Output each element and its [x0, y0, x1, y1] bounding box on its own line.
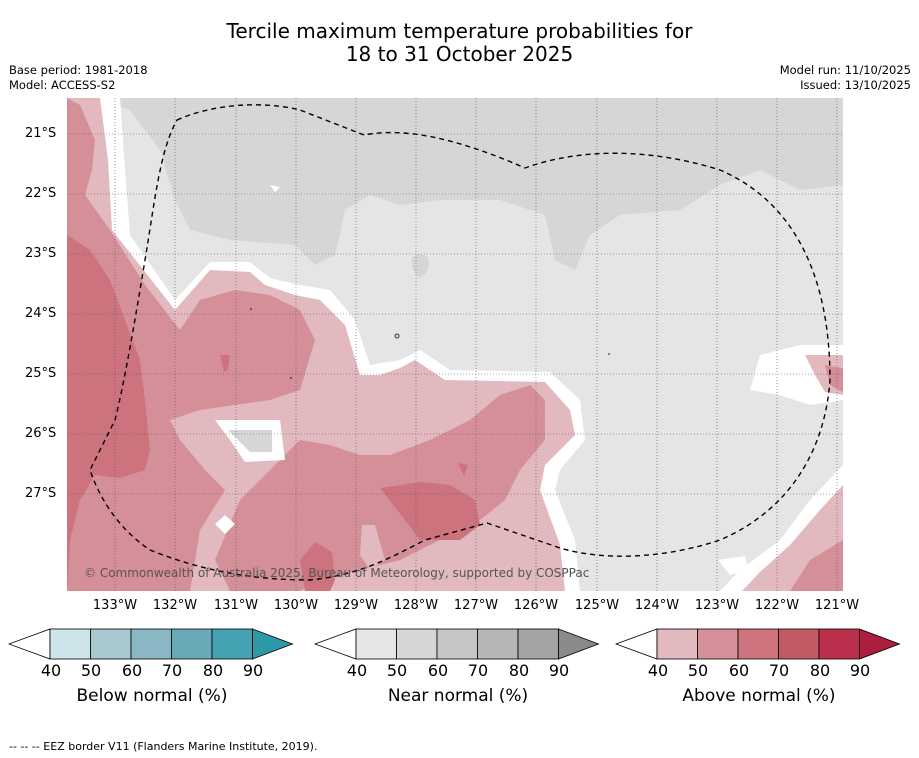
- colorbar-near-normal: [314, 628, 600, 660]
- colorbar-below-normal: [8, 628, 294, 660]
- cbar2-tick: 70: [768, 661, 790, 680]
- colorbar-segment: [818, 628, 860, 660]
- model-run: Model run: 11/10/2025: [779, 63, 911, 77]
- lon-label: 123°W: [694, 598, 740, 613]
- meta-right: Model run: 11/10/2025 Issued: 13/10/2025: [780, 63, 911, 93]
- near-normal-island: [228, 430, 272, 452]
- meta-left: Base period: 1981-2018 Model: ACCESS-S2: [9, 63, 148, 93]
- map-title: Tercile maximum temperature probabilitie…: [0, 20, 919, 66]
- colorbar-segment: [396, 628, 438, 660]
- cbar1-tick: 50: [386, 661, 408, 680]
- colorbar-segment: [778, 628, 820, 660]
- probability-map: [67, 98, 843, 591]
- model-name: Model: ACCESS-S2: [9, 78, 116, 92]
- colorbar-segment: [697, 628, 739, 660]
- cbar0-tick: 80: [202, 661, 224, 680]
- colorbar-segment: [130, 628, 172, 660]
- colorbar-extend-high: [252, 628, 294, 660]
- lon-label: 125°W: [574, 598, 620, 613]
- cbar0-tick: 50: [80, 661, 102, 680]
- lat-label: 23°S: [25, 246, 57, 261]
- lat-label: 22°S: [25, 186, 57, 201]
- lat-label: 27°S: [25, 486, 57, 501]
- colorbar-segment: [355, 628, 397, 660]
- cbar0-tick: 60: [121, 661, 143, 680]
- lon-label: 126°W: [513, 598, 559, 613]
- white-speck: [215, 515, 235, 534]
- lon-label: 132°W: [152, 598, 198, 613]
- graticule: [67, 98, 843, 591]
- eez-footnote: -- -- -- EEZ border V11 (Flanders Marine…: [9, 740, 318, 753]
- lat-label: 25°S: [25, 366, 57, 381]
- lon-label: 130°W: [273, 598, 319, 613]
- cbar2-tick: 40: [647, 661, 669, 680]
- colorbar-extend-high: [859, 628, 901, 660]
- lon-label: 124°W: [634, 598, 680, 613]
- above-normal-60-southeast: [790, 540, 843, 591]
- colorbar-segment: [517, 628, 559, 660]
- cbar1-tick: 90: [548, 661, 570, 680]
- cbar1-tick: 70: [467, 661, 489, 680]
- lat-label: 21°S: [25, 126, 57, 141]
- copyright-notice: © Commonwealth of Australia 2025, Bureau…: [84, 566, 590, 580]
- above-normal-50-spot: [360, 525, 385, 570]
- lon-label: 133°W: [92, 598, 138, 613]
- cbar0-tick: 40: [40, 661, 62, 680]
- cbar0-tick: 90: [242, 661, 264, 680]
- colorbar-extend-low: [615, 628, 658, 660]
- colorbar-segment: [171, 628, 213, 660]
- island-marker: [250, 308, 252, 310]
- colorbar-segment: [477, 628, 519, 660]
- lon-label: 121°W: [814, 598, 860, 613]
- lon-label: 127°W: [453, 598, 499, 613]
- issued-date: Issued: 13/10/2025: [800, 78, 911, 92]
- lon-label: 122°W: [754, 598, 800, 613]
- colorbar-extend-low: [8, 628, 51, 660]
- cbar1-tick: 40: [346, 661, 368, 680]
- white-speck-southeast: [718, 556, 748, 575]
- above-normal-70-speck-2: [458, 463, 468, 476]
- eez-border: [89, 104, 831, 581]
- lon-label: 128°W: [393, 598, 439, 613]
- lon-label: 129°W: [333, 598, 379, 613]
- cbar2-tick: 50: [687, 661, 709, 680]
- colorbar-segment: [90, 628, 132, 660]
- above-normal-70-speck: [220, 355, 230, 372]
- above-normal-70-west-region: [67, 235, 150, 591]
- colorbar-extend-low: [314, 628, 357, 660]
- colorbar-title-near: Near normal (%): [387, 686, 529, 706]
- colorbar-segment: [656, 628, 698, 660]
- colorbar-segment: [737, 628, 779, 660]
- island-marker: [608, 353, 610, 355]
- title-line-1: Tercile maximum temperature probabilitie…: [226, 19, 693, 43]
- cbar2-tick: 80: [809, 661, 831, 680]
- colorbar-segment: [436, 628, 478, 660]
- lon-label: 131°W: [213, 598, 259, 613]
- white-speck-north: [270, 185, 280, 192]
- colorbar-segment: [211, 628, 253, 660]
- colorbar-title-below: Below normal (%): [76, 686, 228, 706]
- cbar0-tick: 70: [161, 661, 183, 680]
- lat-label: 26°S: [25, 426, 57, 441]
- colorbar-extend-high: [558, 628, 600, 660]
- cbar2-tick: 90: [849, 661, 871, 680]
- island-marker: [394, 333, 400, 339]
- lat-label: 24°S: [25, 306, 57, 321]
- colorbar-above-normal: [615, 628, 901, 660]
- cbar2-tick: 60: [728, 661, 750, 680]
- above-normal-70-south-region: [380, 482, 480, 540]
- above-normal-70-spot: [300, 542, 335, 591]
- colorbar-segment: [49, 628, 91, 660]
- cbar1-tick: 80: [508, 661, 530, 680]
- island-marker: [290, 377, 292, 379]
- cbar1-tick: 60: [427, 661, 449, 680]
- colorbar-title-above: Above normal (%): [682, 686, 836, 706]
- title-line-2: 18 to 31 October 2025: [345, 42, 574, 66]
- base-period: Base period: 1981-2018: [9, 63, 148, 77]
